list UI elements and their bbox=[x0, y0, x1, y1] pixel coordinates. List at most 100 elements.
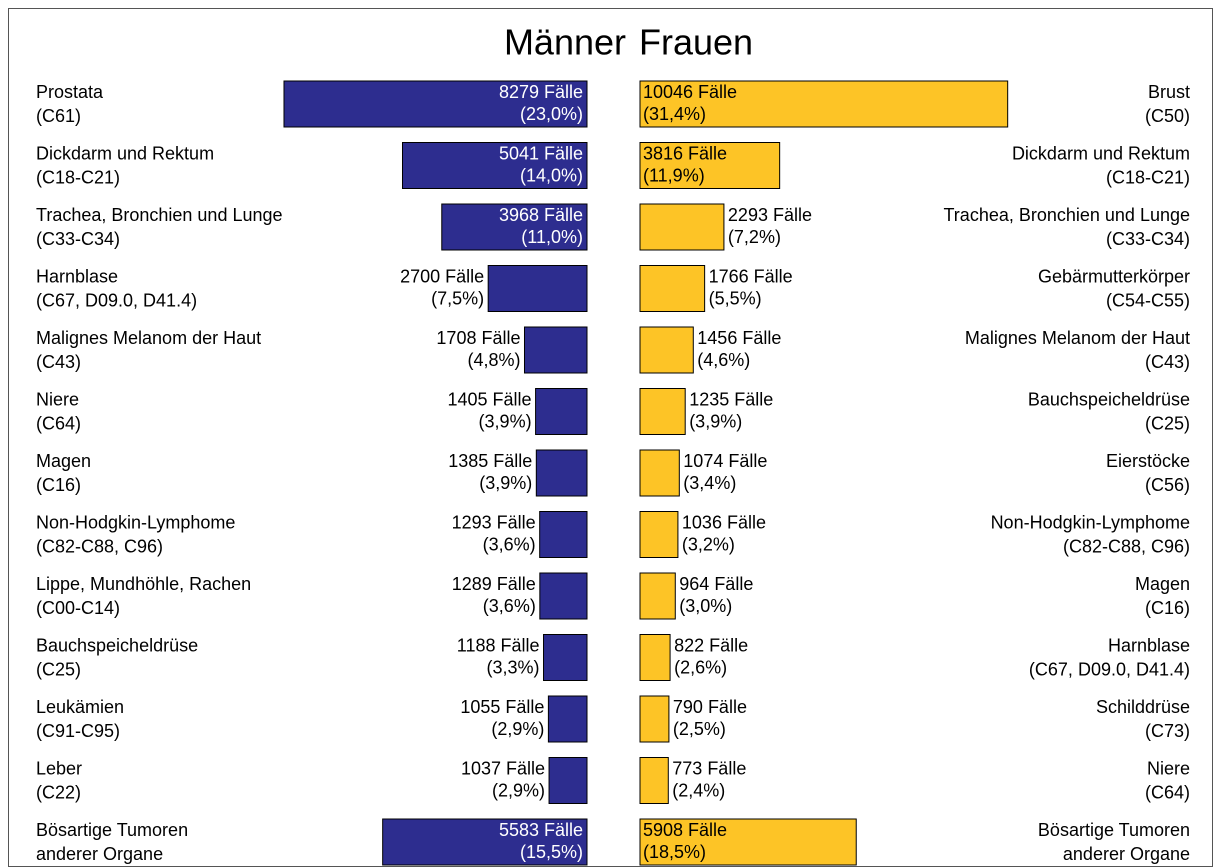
value-label: 1405 Fälle bbox=[448, 389, 532, 409]
category-label: Gebärmutterkörper bbox=[1038, 266, 1190, 286]
value-label: 2293 Fälle bbox=[728, 205, 812, 225]
share-label: (3,4%) bbox=[683, 473, 736, 493]
category-label: (C54-C55) bbox=[1106, 290, 1190, 310]
bar bbox=[639, 818, 857, 866]
share-label: (3,6%) bbox=[483, 534, 536, 554]
category-label: (C61) bbox=[36, 106, 81, 126]
share-label: (11,9%) bbox=[643, 165, 705, 185]
category-label: Magen bbox=[36, 451, 91, 471]
category-label: Harnblase bbox=[36, 266, 118, 286]
value-label: 2700 Fälle bbox=[400, 266, 484, 286]
women-title: Frauen bbox=[639, 22, 753, 63]
category-label: Bauchspeicheldrüse bbox=[36, 635, 198, 655]
value-label: 5908 Fälle bbox=[643, 820, 727, 840]
men-title: Männer bbox=[504, 22, 626, 63]
value-label: 1456 Fälle bbox=[697, 328, 781, 348]
bar bbox=[548, 757, 588, 804]
category-label: (C82-C88, C96) bbox=[1063, 536, 1190, 556]
share-label: (3,3%) bbox=[487, 657, 540, 677]
value-label: 964 Fälle bbox=[679, 574, 753, 594]
value-label: 8279 Fälle bbox=[499, 82, 583, 102]
bar bbox=[539, 511, 588, 558]
bar bbox=[382, 818, 588, 866]
share-label: (3,0%) bbox=[679, 596, 732, 616]
category-label: Prostata bbox=[36, 82, 104, 102]
bar bbox=[401, 142, 588, 189]
bar bbox=[639, 388, 686, 435]
category-label: Leukämien bbox=[36, 697, 124, 717]
frame bbox=[8, 8, 1213, 867]
value-label: 3968 Fälle bbox=[499, 205, 583, 225]
bar bbox=[441, 203, 588, 251]
category-label: (C82-C88, C96) bbox=[36, 536, 163, 556]
share-label: (2,6%) bbox=[674, 657, 727, 677]
category-label: Magen bbox=[1135, 574, 1190, 594]
category-label: Dickdarm und Rektum bbox=[36, 143, 214, 163]
value-label: 1385 Fälle bbox=[448, 451, 532, 471]
bar bbox=[639, 634, 671, 681]
category-label: (C16) bbox=[1145, 598, 1190, 618]
bar bbox=[639, 142, 781, 189]
bar bbox=[487, 265, 588, 312]
category-label: (C25) bbox=[36, 659, 81, 679]
share-label: (5,5%) bbox=[709, 288, 762, 308]
value-label: 1289 Fälle bbox=[452, 574, 536, 594]
share-label: (11,0%) bbox=[521, 227, 583, 247]
value-label: 1235 Fälle bbox=[689, 389, 773, 409]
bar bbox=[543, 634, 588, 681]
category-label: (C33-C34) bbox=[1106, 229, 1190, 249]
category-label: (C64) bbox=[1145, 782, 1190, 802]
category-label: Bösartige Tumoren bbox=[1038, 820, 1190, 840]
category-label: Trachea, Bronchien und Lunge bbox=[943, 205, 1190, 225]
share-label: (4,6%) bbox=[697, 350, 750, 370]
category-label: (C43) bbox=[1145, 352, 1190, 372]
category-label: (C43) bbox=[36, 352, 81, 372]
category-label: (C91-C95) bbox=[36, 721, 120, 741]
share-label: (2,4%) bbox=[672, 780, 725, 800]
value-label: 10046 Fälle bbox=[643, 82, 737, 102]
value-label: 1036 Fälle bbox=[682, 512, 766, 532]
category-label: Leber bbox=[36, 758, 82, 778]
bar bbox=[639, 265, 706, 312]
bar bbox=[639, 203, 725, 251]
share-label: (7,2%) bbox=[728, 227, 781, 247]
category-label: anderer Organe bbox=[1063, 844, 1190, 864]
bar bbox=[547, 695, 588, 743]
bar bbox=[535, 388, 588, 435]
value-label: 790 Fälle bbox=[673, 697, 747, 717]
value-label: 1037 Fälle bbox=[461, 758, 545, 778]
share-label: (4,8%) bbox=[467, 350, 520, 370]
bar bbox=[639, 572, 676, 620]
category-label: (C50) bbox=[1145, 106, 1190, 126]
share-label: (2,9%) bbox=[491, 719, 544, 739]
bar bbox=[639, 757, 669, 804]
share-label: (3,6%) bbox=[483, 596, 536, 616]
category-label: Bösartige Tumoren bbox=[36, 820, 188, 840]
category-label: (C67, D09.0, D41.4) bbox=[1029, 659, 1190, 679]
value-label: 5583 Fälle bbox=[499, 820, 583, 840]
share-label: (3,9%) bbox=[479, 411, 532, 431]
share-label: (15,5%) bbox=[520, 842, 583, 862]
category-label: (C16) bbox=[36, 475, 81, 495]
category-label: Trachea, Bronchien und Lunge bbox=[36, 205, 283, 225]
value-label: 773 Fälle bbox=[672, 758, 746, 778]
bar bbox=[283, 80, 588, 128]
bar bbox=[639, 511, 679, 558]
category-label: Brust bbox=[1148, 82, 1190, 102]
share-label: (31,4%) bbox=[643, 104, 706, 124]
category-label: (C25) bbox=[1145, 413, 1190, 433]
share-label: (18,5%) bbox=[643, 842, 706, 862]
category-label: anderer Organe bbox=[36, 844, 163, 864]
category-label: (C22) bbox=[36, 782, 81, 802]
category-label: (C67, D09.0, D41.4) bbox=[36, 290, 197, 310]
bar bbox=[639, 695, 670, 743]
value-label: 1708 Fälle bbox=[436, 328, 520, 348]
share-label: (2,9%) bbox=[492, 780, 545, 800]
category-label: Harnblase bbox=[1108, 635, 1190, 655]
value-label: 1188 Fälle bbox=[457, 635, 540, 655]
category-label: Dickdarm und Rektum bbox=[1012, 143, 1190, 163]
category-label: (C00-C14) bbox=[36, 598, 120, 618]
category-label: (C33-C34) bbox=[36, 229, 120, 249]
bar bbox=[639, 449, 680, 497]
